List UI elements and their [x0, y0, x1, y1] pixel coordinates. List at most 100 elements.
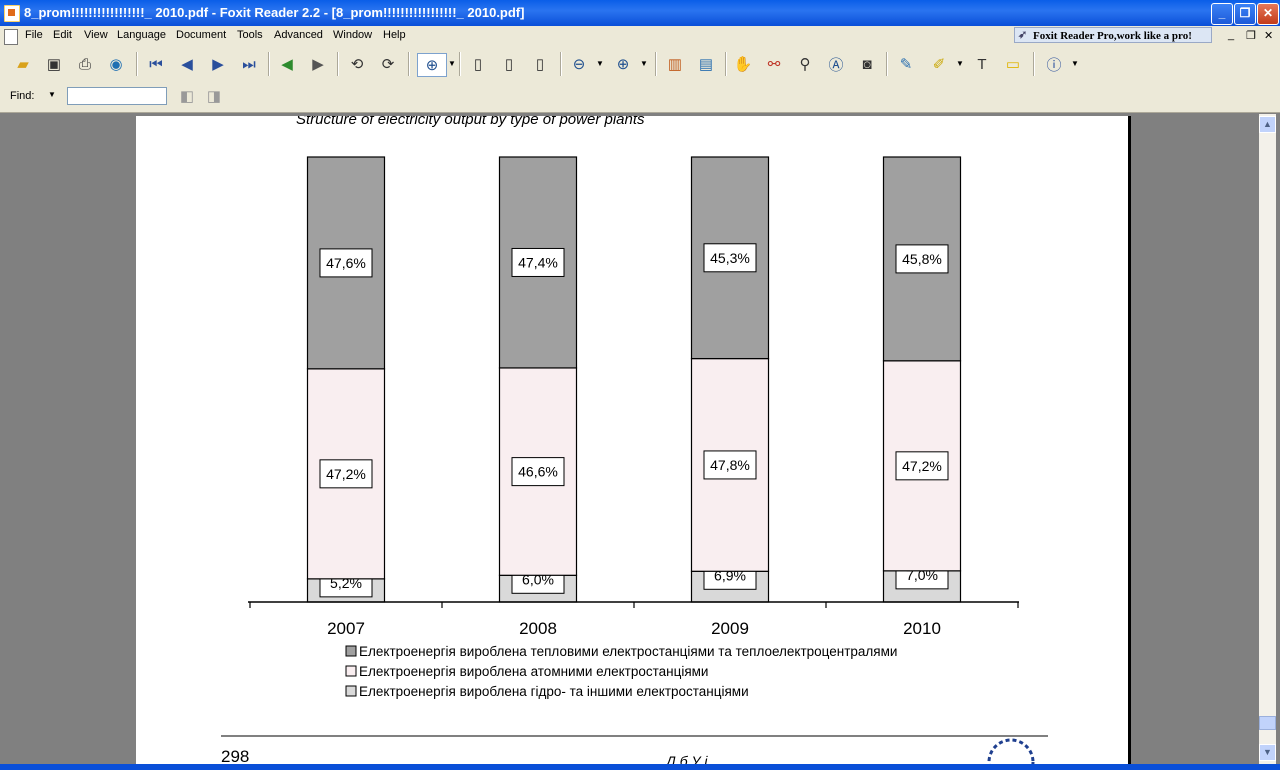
data-label: 47,4%: [518, 254, 558, 270]
menu-language[interactable]: Language: [117, 29, 166, 41]
typewriter-icon[interactable]: T: [977, 55, 987, 73]
find-input[interactable]: [67, 87, 167, 105]
snapshot-icon[interactable]: ◙: [862, 55, 872, 73]
legend-swatch: [345, 685, 357, 697]
fit-width-icon[interactable]: ▯: [535, 56, 545, 73]
rocket-icon: ➶: [1018, 29, 1028, 41]
note-icon[interactable]: ▭: [1005, 56, 1021, 73]
page-edge: [1128, 116, 1131, 770]
email-icon[interactable]: ◉: [109, 56, 123, 73]
rotate-left-icon[interactable]: ⟲: [350, 56, 364, 73]
data-label-box: [511, 457, 565, 487]
highlight-dropdown[interactable]: ▼: [956, 59, 964, 68]
zoom-out-dropdown[interactable]: ▼: [596, 59, 604, 68]
chart-caption: Structure of electricity output by type …: [296, 116, 645, 128]
menu-help[interactable]: Help: [383, 29, 406, 41]
scroll-up-icon[interactable]: ▲: [1259, 116, 1276, 133]
info-dropdown[interactable]: ▼: [1071, 59, 1079, 68]
document-icon: [4, 29, 18, 45]
hand-icon[interactable]: ✋: [733, 56, 753, 73]
save-icon[interactable]: ▣: [46, 56, 62, 73]
zoom-plus-icon[interactable]: ⊕: [616, 56, 630, 73]
next-page-icon[interactable]: ▶: [212, 56, 224, 73]
menu-edit[interactable]: Edit: [53, 29, 72, 41]
scroll-thumb[interactable]: [1259, 716, 1276, 730]
doc-close-button[interactable]: ✕: [1264, 30, 1274, 42]
data-label: 47,2%: [902, 458, 942, 474]
prev-page-icon[interactable]: ◀: [181, 56, 193, 73]
data-label-box: [511, 247, 565, 277]
find-label: Find:: [10, 90, 35, 102]
comment-icon[interactable]: ✎: [899, 56, 913, 73]
menu-tools[interactable]: Tools: [237, 29, 263, 41]
data-label: 47,8%: [710, 457, 750, 473]
x-tick-label: 2009: [711, 619, 749, 638]
legend-label: Електроенергія вироблена тепловими елект…: [359, 644, 897, 659]
fit-page-icon[interactable]: ▯: [504, 56, 514, 73]
zoom-in-icon[interactable]: ⊕: [417, 53, 447, 77]
bookmarks-icon[interactable]: ▥: [667, 56, 683, 73]
legend-label: Електроенергія вироблена гідро- та іншим…: [359, 684, 749, 699]
vertical-scrollbar[interactable]: ▲ ▼: [1259, 114, 1276, 764]
thumbnails-icon[interactable]: ▤: [698, 56, 714, 73]
forward-icon[interactable]: ▶: [312, 56, 324, 73]
menu-file[interactable]: File: [25, 29, 43, 41]
info-icon[interactable]: ⓘ: [1046, 56, 1062, 74]
actual-size-icon[interactable]: ▯: [473, 56, 483, 73]
open-icon[interactable]: ▰: [17, 56, 29, 73]
data-label: 45,8%: [902, 251, 942, 267]
publisher-logo: [987, 738, 1035, 770]
data-label-box: [703, 243, 757, 273]
rotate-right-icon[interactable]: ⟳: [381, 56, 395, 73]
last-page-icon[interactable]: ⏭: [242, 55, 256, 73]
zoom-tool-dropdown[interactable]: ▼: [448, 59, 456, 68]
print-icon[interactable]: ⎙: [78, 55, 91, 73]
data-label-box: [703, 450, 757, 480]
find-options-dropdown[interactable]: ▼: [48, 90, 56, 99]
first-page-icon[interactable]: ⏮: [149, 55, 163, 73]
zoom-out-icon[interactable]: ⊖: [572, 56, 586, 73]
data-label-box: [319, 248, 373, 278]
data-label: 47,2%: [326, 466, 366, 482]
doc-restore-button[interactable]: ❐: [1246, 30, 1256, 42]
data-label-box: [895, 244, 949, 274]
menu-document[interactable]: Document: [176, 29, 227, 41]
menu-view[interactable]: View: [84, 29, 108, 41]
glasses-icon[interactable]: ⚯: [767, 56, 781, 73]
window-title: 8_prom!!!!!!!!!!!!!!!!!_ 2010.pdf - Foxi…: [24, 5, 525, 20]
legend: Електроенергія вироблена тепловими елект…: [345, 644, 897, 699]
find-icon[interactable]: ⚲: [799, 56, 811, 73]
x-tick-label: 2007: [327, 619, 365, 638]
data-label-box: [895, 451, 949, 481]
menu-bar: File Edit View Language Document Tools A…: [0, 26, 1280, 46]
foxit-app-icon: [4, 5, 20, 22]
text-select-icon[interactable]: Ⓐ: [828, 56, 844, 74]
data-label: 46,6%: [518, 464, 558, 480]
find-previous-icon[interactable]: ◧: [179, 88, 195, 105]
promo-banner[interactable]: ➶ Foxit Reader Pro,work like a pro!: [1014, 27, 1212, 43]
stacked-bar-chart: Structure of electricity output by type …: [221, 116, 1048, 770]
x-tick-label: 2008: [519, 619, 557, 638]
data-label: 47,6%: [326, 255, 366, 271]
minimize-button[interactable]: _: [1211, 3, 1233, 25]
find-next-icon[interactable]: ◨: [206, 88, 222, 105]
promo-text: Foxit Reader Pro,work like a pro!: [1033, 30, 1192, 42]
data-label-box: [319, 459, 373, 489]
legend-label: Електроенергія вироблена атомними електр…: [359, 664, 708, 679]
back-icon[interactable]: ◀: [281, 56, 293, 73]
highlight-icon[interactable]: ✐: [932, 56, 946, 73]
scroll-down-icon[interactable]: ▼: [1259, 744, 1276, 761]
legend-swatch: [345, 665, 357, 677]
bars-group: 5,2%47,2%47,6%20076,0%46,6%47,4%20086,9%…: [249, 156, 1019, 638]
menu-advanced[interactable]: Advanced: [274, 29, 323, 41]
title-bar: 8_prom!!!!!!!!!!!!!!!!!_ 2010.pdf - Foxi…: [0, 0, 1280, 26]
close-button[interactable]: ✕: [1257, 3, 1279, 25]
data-label: 45,3%: [710, 250, 750, 266]
legend-swatch: [345, 645, 357, 657]
doc-minimize-button[interactable]: _: [1228, 29, 1235, 41]
zoom-plus-dropdown[interactable]: ▼: [640, 59, 648, 68]
page-number: 298: [221, 747, 249, 766]
menu-window[interactable]: Window: [333, 29, 373, 41]
toolbar: ▰ ▣ ⎙ ◉ ⏮ ◀ ▶ ⏭ ◀ ▶ ⟲ ⟳ ⊕ ▼ ▯ ▯ ▯ ⊖ ▼ ⊕ …: [0, 46, 1280, 83]
restore-button[interactable]: ❐: [1234, 3, 1256, 25]
